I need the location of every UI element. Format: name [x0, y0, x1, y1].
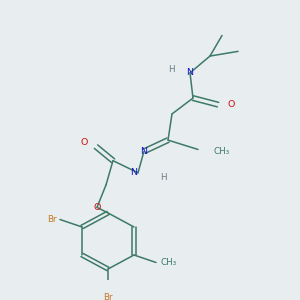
Text: N: N	[140, 147, 148, 156]
Text: Br: Br	[103, 293, 113, 300]
Text: H: H	[168, 64, 175, 74]
Text: O: O	[81, 138, 88, 147]
Text: O: O	[228, 100, 236, 109]
Text: Br: Br	[47, 215, 57, 224]
Text: N: N	[187, 68, 194, 77]
Text: H: H	[160, 173, 166, 182]
Text: CH₃: CH₃	[161, 258, 177, 267]
Text: CH₃: CH₃	[213, 147, 229, 156]
Text: N: N	[130, 168, 137, 177]
Text: O: O	[93, 203, 101, 212]
